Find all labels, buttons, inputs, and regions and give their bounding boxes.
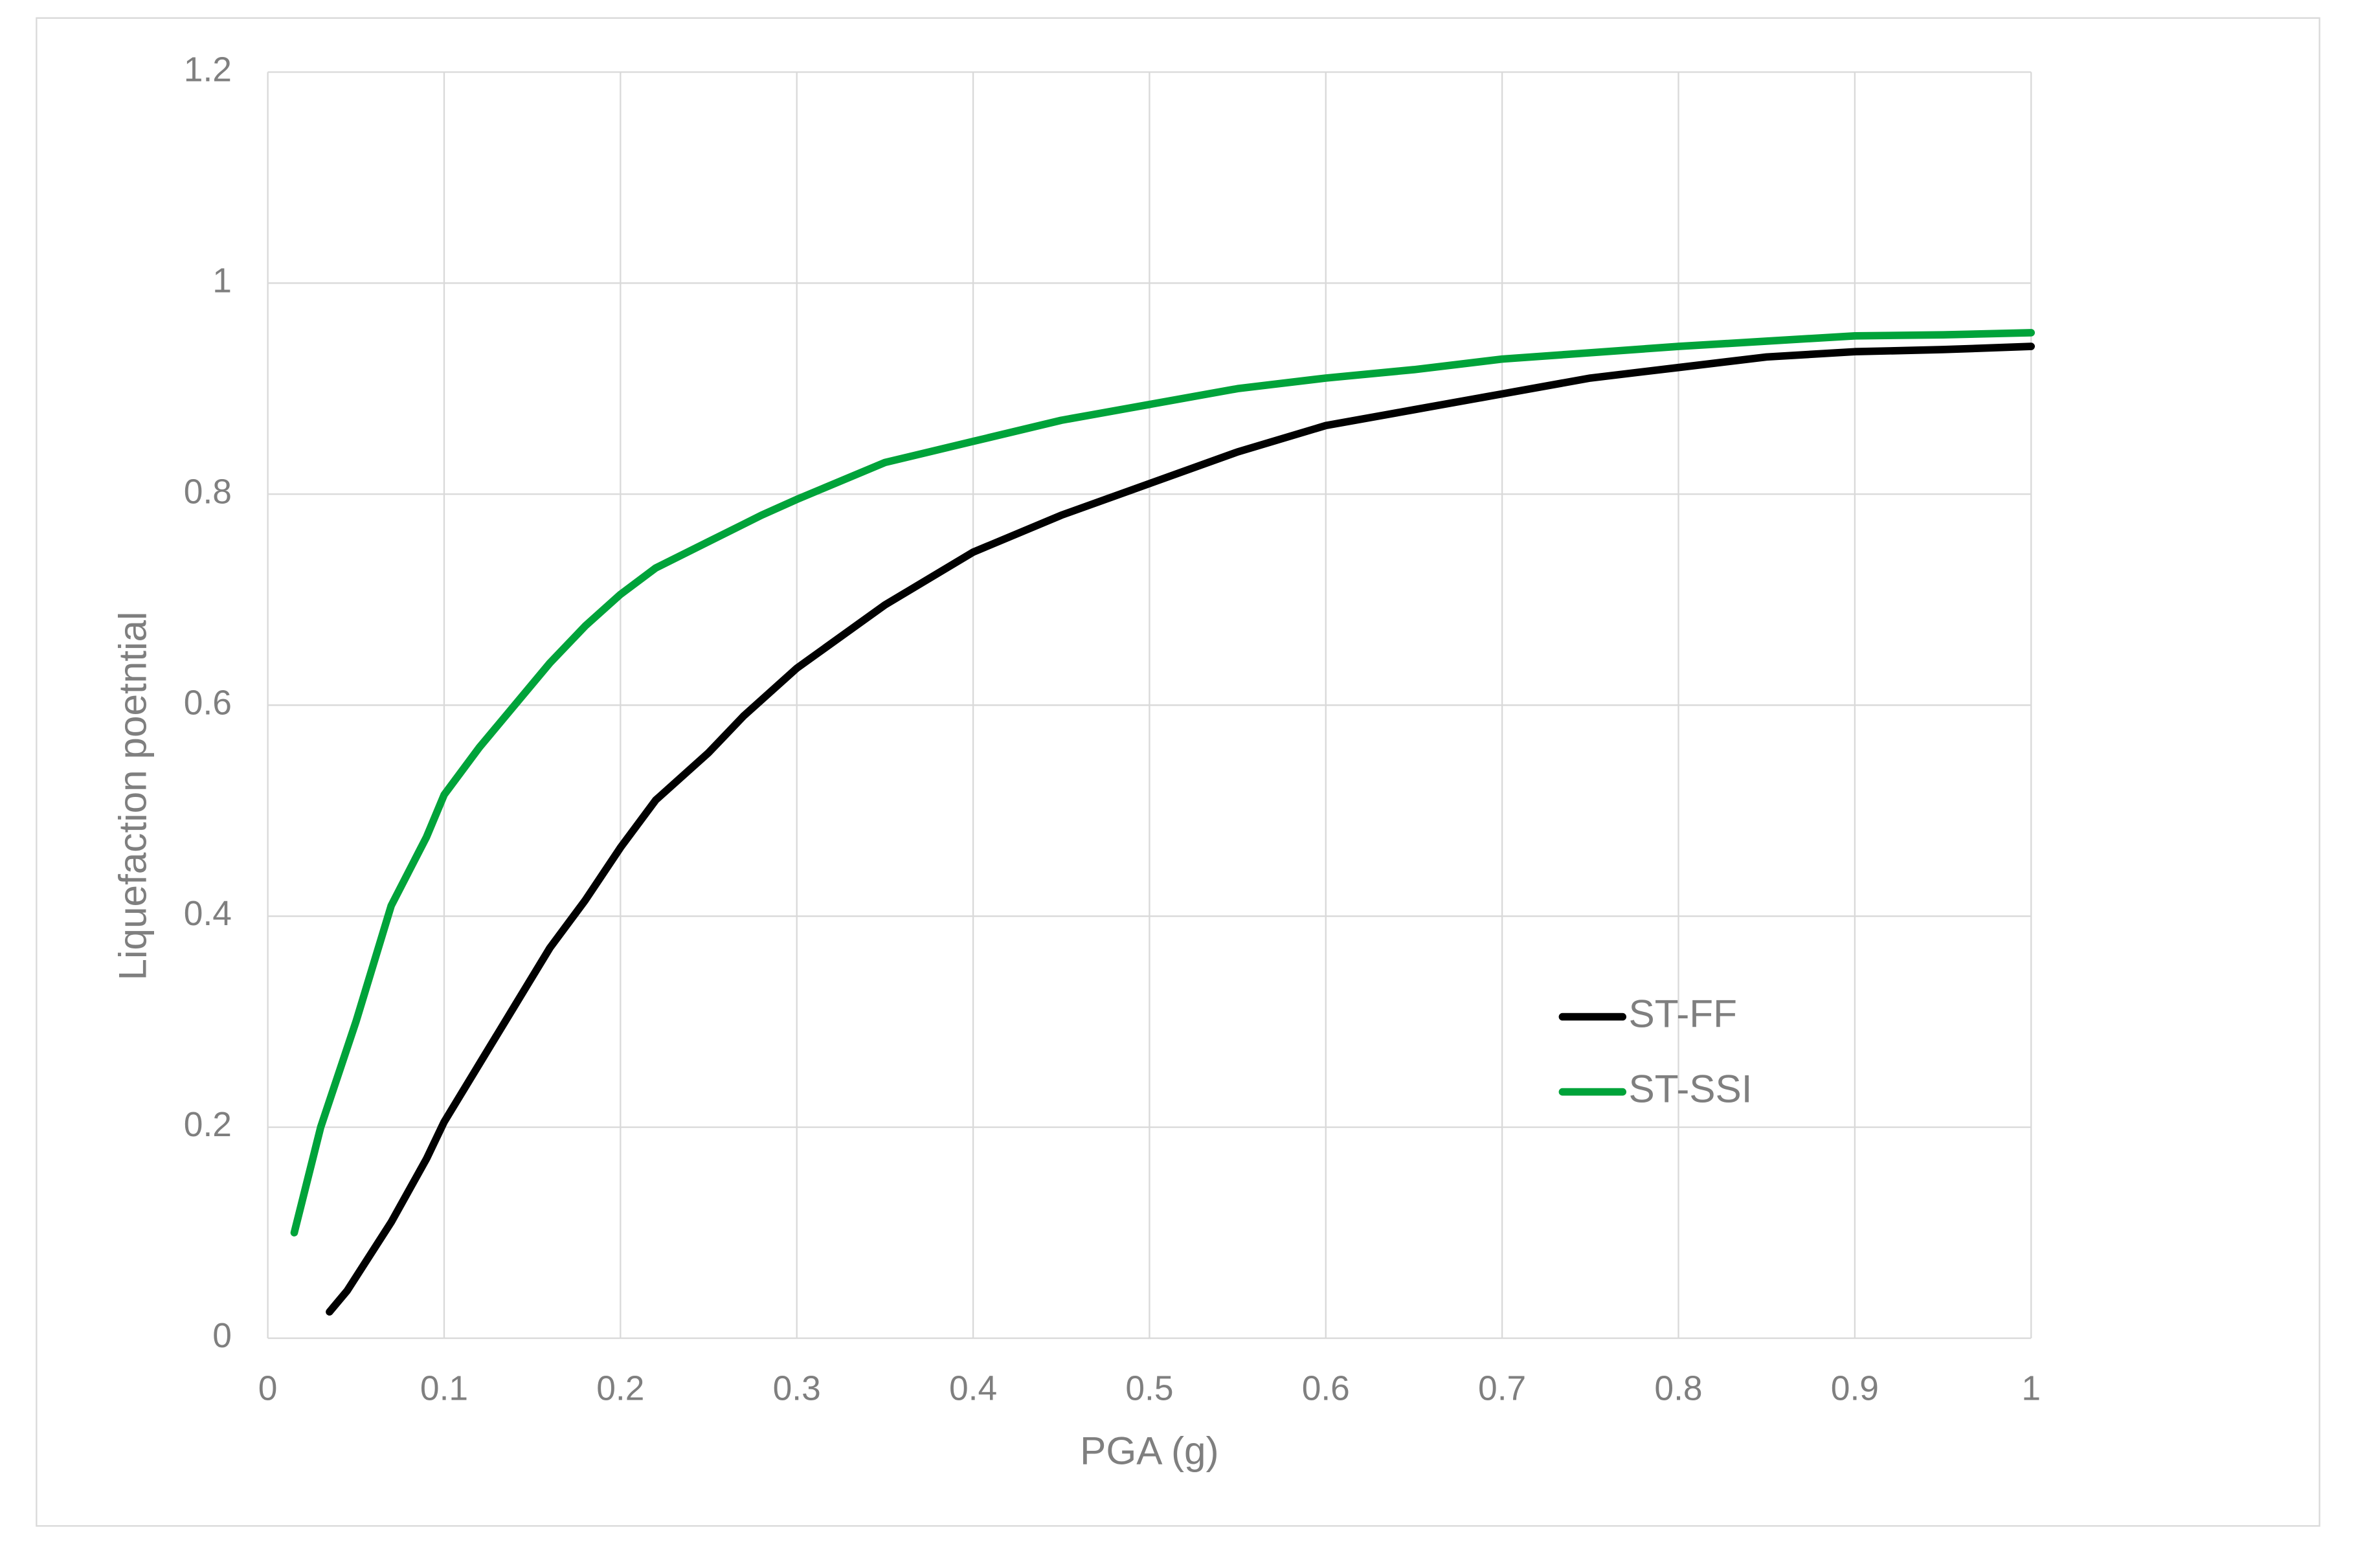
y-tick-label: 0.2 [184, 1106, 232, 1144]
x-tick-label: 0.2 [596, 1369, 644, 1407]
x-tick-label: 0.5 [1125, 1369, 1173, 1407]
x-tick-label: 0.1 [420, 1369, 468, 1407]
line-series [326, 342, 2036, 1316]
x-tick-label: 0.6 [1302, 1369, 1350, 1407]
chart-border [36, 17, 2320, 1527]
legend-label: ST-FF [1628, 992, 1736, 1036]
legend-label: ST-SSI [1628, 1067, 1752, 1111]
y-tick-label: 0 [212, 1317, 232, 1355]
line-series [290, 329, 2036, 1237]
x-tick-label: 0.7 [1478, 1369, 1526, 1407]
y-axis-title: Liquefaction poetntial [110, 612, 154, 981]
x-tick-label: 0.3 [773, 1369, 821, 1407]
y-tick-label: 0.4 [184, 895, 232, 933]
x-tick-label: 0.8 [1654, 1369, 1702, 1407]
x-tick-label: 0.9 [1831, 1369, 1879, 1407]
y-tick-label: 1.2 [184, 50, 232, 89]
x-tick-label: 1 [2021, 1369, 2041, 1407]
x-axis-title: PGA (g) [1080, 1429, 1218, 1473]
y-tick-label: 0.8 [184, 473, 232, 511]
y-tick-label: 0.6 [184, 684, 232, 722]
x-tick-label: 0.4 [949, 1369, 997, 1407]
x-tick-label: 0 [258, 1369, 278, 1407]
y-tick-label: 1 [212, 262, 232, 300]
